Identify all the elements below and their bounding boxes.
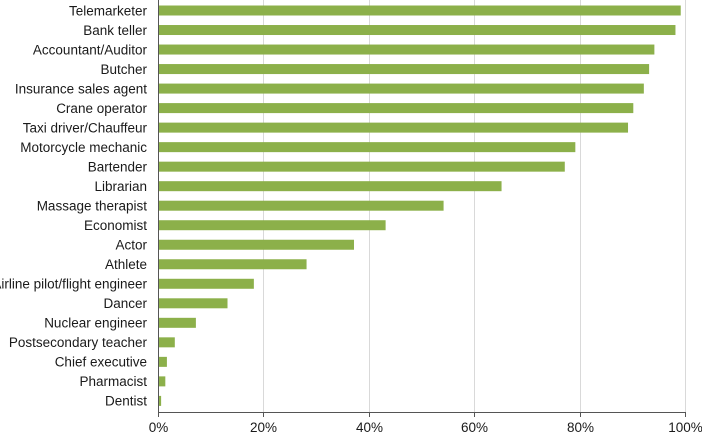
category-label: Postsecondary teacher bbox=[9, 335, 148, 350]
category-label: Athlete bbox=[105, 257, 147, 272]
bar bbox=[159, 317, 196, 328]
category-label: Telemarketer bbox=[69, 3, 148, 18]
x-tick-label: 80% bbox=[567, 420, 594, 434]
bar bbox=[159, 25, 676, 36]
bar bbox=[159, 376, 166, 387]
category-label: Crane operator bbox=[56, 101, 147, 116]
category-label: Bartender bbox=[88, 159, 148, 174]
category-label: Accountant/Auditor bbox=[33, 42, 148, 57]
bar bbox=[159, 161, 565, 172]
category-label: Massage therapist bbox=[37, 199, 148, 214]
bars bbox=[159, 5, 681, 406]
bar bbox=[159, 44, 655, 55]
x-tick-label: 100% bbox=[668, 420, 702, 434]
bar bbox=[159, 220, 386, 231]
bar bbox=[159, 278, 254, 289]
bar bbox=[159, 142, 576, 153]
x-tick-label: 20% bbox=[250, 420, 277, 434]
bar bbox=[159, 64, 650, 75]
x-tick-label: 40% bbox=[356, 420, 383, 434]
category-labels: Telemarketer Bank teller Accountant/Audito… bbox=[0, 3, 148, 408]
category-label: Butcher bbox=[100, 62, 147, 77]
category-label: Airline pilot/flight engineer bbox=[0, 277, 148, 292]
x-axis: 0% 20% 40% 60% 80% 100% bbox=[149, 0, 702, 434]
category-label: Dentist bbox=[105, 394, 147, 409]
category-label: Insurance sales agent bbox=[15, 81, 147, 96]
bar bbox=[159, 337, 175, 348]
bar bbox=[159, 356, 167, 367]
x-tick-label: 0% bbox=[149, 420, 169, 434]
bar bbox=[159, 239, 354, 250]
category-label: Dancer bbox=[103, 296, 147, 311]
category-label: Nuclear engineer bbox=[44, 316, 147, 331]
category-label: Chief executive bbox=[55, 355, 147, 370]
category-label: Pharmacist bbox=[79, 374, 147, 389]
category-label: Bank teller bbox=[83, 23, 147, 38]
bar bbox=[159, 122, 629, 133]
bar bbox=[159, 5, 681, 16]
x-tick-label: 60% bbox=[461, 420, 488, 434]
category-label: Librarian bbox=[94, 179, 147, 194]
bar bbox=[159, 103, 634, 114]
bar bbox=[159, 83, 644, 94]
bar bbox=[159, 298, 228, 309]
category-label: Actor bbox=[115, 238, 147, 253]
bar bbox=[159, 200, 444, 211]
category-label: Economist bbox=[84, 218, 147, 233]
bar bbox=[159, 259, 307, 270]
bar bbox=[159, 395, 162, 406]
category-label: Taxi driver/Chauffeur bbox=[23, 120, 148, 135]
bar bbox=[159, 181, 502, 192]
category-label: Motorcycle mechanic bbox=[20, 140, 147, 155]
